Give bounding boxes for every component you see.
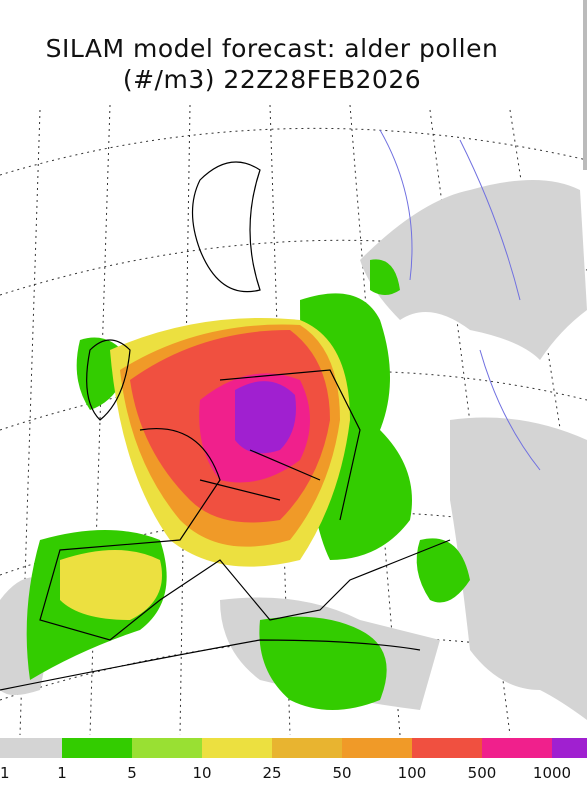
colorbar-label: 10 xyxy=(192,764,211,782)
scrollbar xyxy=(583,0,587,170)
rivers xyxy=(379,129,541,471)
title-line-2: (#/m3) 22Z28FEB2026 xyxy=(123,65,421,94)
colorbar-label: 100 xyxy=(398,764,427,782)
colorbar-segment xyxy=(202,738,272,758)
colorbar-label: 1000 xyxy=(533,764,571,782)
colorbar-segment xyxy=(62,738,132,758)
colorbar-segment xyxy=(0,738,62,758)
extreme-area xyxy=(235,381,296,454)
graticule xyxy=(0,104,587,736)
colorbar: 1 1 5 10 25 50 100 500 1000 xyxy=(0,738,587,782)
map xyxy=(0,0,587,736)
colorbar-segment xyxy=(272,738,342,758)
colorbar-label: 500 xyxy=(468,764,497,782)
colorbar-segment xyxy=(412,738,482,758)
title-line-1: SILAM model forecast: alder pollen xyxy=(46,34,499,63)
colorbar-label: 1 xyxy=(0,764,10,782)
colorbar-label: 5 xyxy=(127,764,137,782)
colorbar-segment xyxy=(342,738,412,758)
colorbar-segment xyxy=(132,738,202,758)
colorbar-segment xyxy=(552,738,587,758)
colorbar-label: 50 xyxy=(332,764,351,782)
borders xyxy=(0,161,451,691)
colorbar-segment xyxy=(482,738,552,758)
colorbar-label: 1 xyxy=(57,764,67,782)
colorbar-label: 25 xyxy=(262,764,281,782)
